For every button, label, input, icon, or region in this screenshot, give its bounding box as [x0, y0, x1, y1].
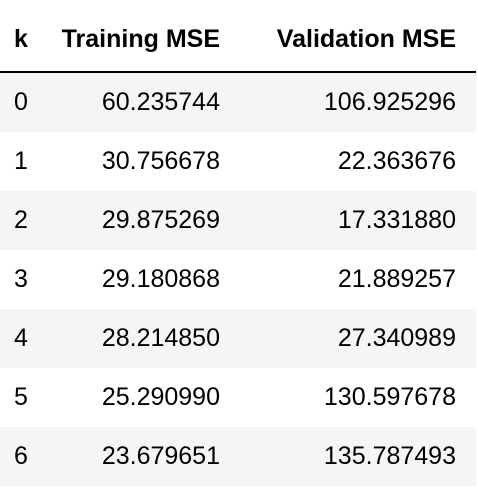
table-row: 5 25.290990 130.597678	[0, 368, 476, 427]
cell-k: 6	[0, 427, 50, 486]
cell-k: 0	[0, 72, 50, 132]
cell-validation-mse: 27.340989	[230, 309, 476, 368]
cell-training-mse: 30.756678	[50, 132, 230, 191]
cell-validation-mse: 130.597678	[230, 368, 476, 427]
column-header-training-mse: Training MSE	[50, 8, 230, 73]
cell-k: 5	[0, 368, 50, 427]
cell-validation-mse: 135.787493	[230, 427, 476, 486]
table-row: 0 60.235744 106.925296	[0, 72, 476, 132]
table-row: 2 29.875269 17.331880	[0, 191, 476, 250]
cell-training-mse: 28.214850	[50, 309, 230, 368]
cell-validation-mse: 106.925296	[230, 72, 476, 132]
cell-training-mse: 60.235744	[50, 72, 230, 132]
cell-training-mse: 29.875269	[50, 191, 230, 250]
table-row: 6 23.679651 135.787493	[0, 427, 476, 486]
column-header-validation-mse: Validation MSE	[230, 8, 476, 73]
cell-training-mse: 25.290990	[50, 368, 230, 427]
column-header-k: k	[0, 8, 50, 73]
mse-table: k Training MSE Validation MSE 0 60.23574…	[0, 8, 476, 486]
cell-k: 3	[0, 250, 50, 309]
cell-training-mse: 29.180868	[50, 250, 230, 309]
table-row: 1 30.756678 22.363676	[0, 132, 476, 191]
cell-training-mse: 23.679651	[50, 427, 230, 486]
table-header: k Training MSE Validation MSE	[0, 8, 476, 73]
cell-validation-mse: 22.363676	[230, 132, 476, 191]
header-row: k Training MSE Validation MSE	[0, 8, 476, 73]
table-row: 3 29.180868 21.889257	[0, 250, 476, 309]
cell-k: 2	[0, 191, 50, 250]
table-body: 0 60.235744 106.925296 1 30.756678 22.36…	[0, 72, 476, 486]
cell-validation-mse: 17.331880	[230, 191, 476, 250]
cell-k: 4	[0, 309, 50, 368]
cell-k: 1	[0, 132, 50, 191]
cell-validation-mse: 21.889257	[230, 250, 476, 309]
table-row: 4 28.214850 27.340989	[0, 309, 476, 368]
